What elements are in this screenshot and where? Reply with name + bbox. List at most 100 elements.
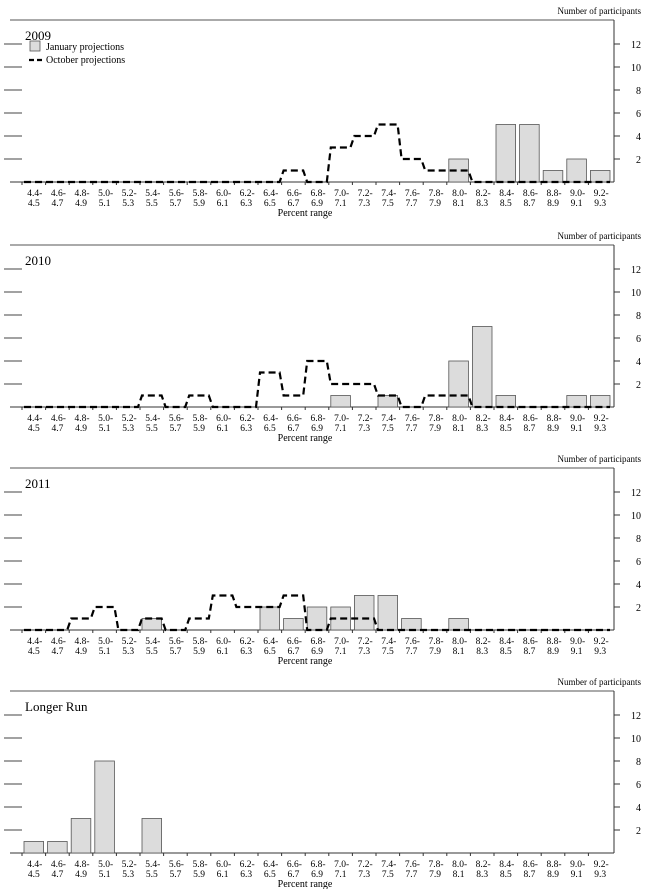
y-tick-label: 8 xyxy=(636,757,641,768)
x-tick-label-bottom: 6.9 xyxy=(311,199,323,209)
x-tick-label-bottom: 6.5 xyxy=(264,424,276,434)
y-tick-label: 4 xyxy=(636,803,641,814)
x-tick-label-bottom: 4.5 xyxy=(28,647,40,657)
x-tick-label-top: 7.6- xyxy=(405,637,420,647)
x-tick-label-top: 9.2- xyxy=(594,189,609,199)
x-tick-label-bottom: 8.5 xyxy=(500,647,512,657)
x-tick-label-top: 9.0- xyxy=(570,637,585,647)
x-tick-label-bottom: 9.1 xyxy=(571,199,583,209)
x-tick-label-bottom: 6.3 xyxy=(240,199,252,209)
x-tick-label-bottom: 6.1 xyxy=(217,647,229,657)
x-tick-label-bottom: 5.7 xyxy=(169,647,181,657)
x-tick-label-top: 9.2- xyxy=(594,860,609,870)
x-tick-label-top: 7.8- xyxy=(428,860,443,870)
bar xyxy=(141,818,163,854)
x-tick-label-bottom: 7.1 xyxy=(335,424,347,434)
x-tick-label-top: 5.8- xyxy=(192,189,207,199)
y-tick-label: 12 xyxy=(631,40,641,51)
x-tick-label-bottom: 6.1 xyxy=(217,870,229,880)
x-tick-label-bottom: 5.3 xyxy=(122,870,134,880)
legend-label-january: January projections xyxy=(46,42,124,53)
x-tick-label-top: 8.6- xyxy=(523,414,538,424)
x-tick-label-top: 8.0- xyxy=(452,414,467,424)
x-tick-label-bottom: 8.9 xyxy=(547,870,559,880)
x-tick-label-bottom: 4.9 xyxy=(75,424,87,434)
x-tick-label-top: 8.0- xyxy=(452,637,467,647)
october-step-line xyxy=(24,123,610,184)
x-tick-label-top: 7.2- xyxy=(358,414,373,424)
y-tick-label: 6 xyxy=(636,109,641,120)
x-tick-label-top: 6.4- xyxy=(263,414,278,424)
x-tick-label-bottom: 5.5 xyxy=(146,870,158,880)
y-tick-label: 10 xyxy=(631,63,641,74)
bar xyxy=(23,841,45,854)
x-tick-label-top: 7.6- xyxy=(405,189,420,199)
x-tick-label-bottom: 7.9 xyxy=(429,199,441,209)
x-tick-label-bottom: 8.9 xyxy=(547,424,559,434)
x-tick-label-top: 9.0- xyxy=(570,414,585,424)
x-tick-label-bottom: 8.5 xyxy=(500,424,512,434)
x-tick-label-bottom: 5.1 xyxy=(99,424,111,434)
bar xyxy=(590,395,611,408)
x-tick-label-bottom: 7.7 xyxy=(405,199,417,209)
x-tick-label-top: 6.0- xyxy=(216,637,231,647)
x-tick-label-top: 7.6- xyxy=(405,860,420,870)
x-tick-label-top: 8.8- xyxy=(546,637,561,647)
x-tick-label-bottom: 5.9 xyxy=(193,424,205,434)
x-tick-label-bottom: 5.1 xyxy=(99,199,111,209)
x-tick-label-top: 7.0- xyxy=(334,189,349,199)
x-tick-label-top: 7.2- xyxy=(358,860,373,870)
x-tick-label-bottom: 7.9 xyxy=(429,424,441,434)
x-axis-title: Percent range xyxy=(278,433,333,444)
x-tick-label-top: 9.0- xyxy=(570,189,585,199)
x-tick-label-bottom: 4.7 xyxy=(51,424,63,434)
x-tick-label-bottom: 8.1 xyxy=(453,647,465,657)
x-axis-title: Percent range xyxy=(278,656,333,667)
x-tick-label-top: 5.8- xyxy=(192,637,207,647)
x-tick-label-bottom: 4.5 xyxy=(28,870,40,880)
x-tick-label-bottom: 9.1 xyxy=(571,647,583,657)
x-tick-label-top: 4.6- xyxy=(51,189,66,199)
y-axis-label: Number of participants xyxy=(558,677,642,687)
bar xyxy=(519,124,540,183)
x-tick-label-top: 6.8- xyxy=(310,414,325,424)
y-axis-label: Number of participants xyxy=(558,6,642,16)
x-tick-label-bottom: 6.3 xyxy=(240,424,252,434)
x-tick-label-bottom: 5.9 xyxy=(193,870,205,880)
bar xyxy=(401,618,422,631)
x-tick-label-bottom: 7.9 xyxy=(429,870,441,880)
x-tick-label-top: 5.2- xyxy=(122,860,137,870)
x-tick-label-bottom: 6.7 xyxy=(287,647,299,657)
bar xyxy=(70,818,92,854)
x-tick-label-top: 5.6- xyxy=(169,860,184,870)
x-tick-label-bottom: 6.1 xyxy=(217,424,229,434)
x-tick-label-bottom: 6.9 xyxy=(311,647,323,657)
x-tick-label-top: 5.6- xyxy=(169,414,184,424)
x-tick-label-top: 8.4- xyxy=(499,189,514,199)
panel-title: 2011 xyxy=(25,476,51,491)
x-tick-label-bottom: 5.7 xyxy=(169,199,181,209)
y-tick-label: 12 xyxy=(631,711,641,722)
bar xyxy=(94,760,115,854)
x-tick-label-bottom: 9.1 xyxy=(571,424,583,434)
x-tick-label-top: 5.4- xyxy=(145,414,160,424)
x-tick-label-top: 6.6- xyxy=(287,860,302,870)
x-tick-label-bottom: 6.3 xyxy=(240,647,252,657)
y-tick-label: 8 xyxy=(636,534,641,545)
x-tick-label-top: 8.0- xyxy=(452,189,467,199)
x-tick-label-bottom: 8.7 xyxy=(523,424,535,434)
x-tick-label-bottom: 6.7 xyxy=(287,199,299,209)
x-tick-label-bottom: 4.7 xyxy=(51,870,63,880)
x-tick-label-bottom: 8.1 xyxy=(453,199,465,209)
x-tick-label-bottom: 7.7 xyxy=(405,424,417,434)
x-tick-label-top: 6.8- xyxy=(310,637,325,647)
x-tick-label-bottom: 8.7 xyxy=(523,647,535,657)
x-tick-label-top: 6.4- xyxy=(263,637,278,647)
y-tick-label: 6 xyxy=(636,334,641,345)
x-tick-label-bottom: 5.5 xyxy=(146,199,158,209)
x-tick-label-bottom: 8.7 xyxy=(523,199,535,209)
x-tick-label-bottom: 9.1 xyxy=(571,870,583,880)
bar xyxy=(330,395,351,408)
x-tick-label-top: 8.2- xyxy=(476,189,491,199)
bar xyxy=(566,158,587,183)
